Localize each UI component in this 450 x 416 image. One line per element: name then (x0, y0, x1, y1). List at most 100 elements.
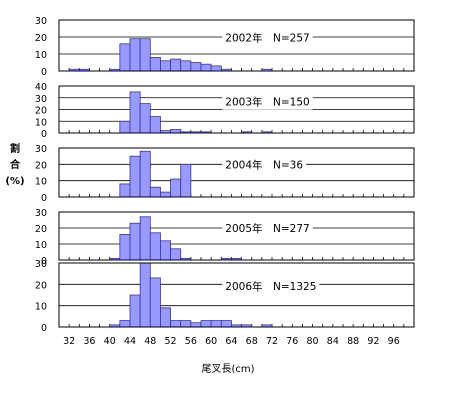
y-tick-label: 10 (35, 302, 47, 313)
y-tick-label: 10 (35, 117, 47, 128)
y-axis-title-char: 割 (10, 142, 20, 155)
panel-2: 0 10 20 30 2004年 N=36 (35, 144, 415, 204)
bar (129, 155, 141, 198)
bar (139, 150, 151, 198)
bar (200, 320, 212, 328)
panel-label: 2004年 N=36 (225, 159, 303, 172)
y-tick-label: 10 (35, 177, 47, 188)
bar (180, 163, 192, 198)
y-tick-label: 20 (35, 280, 47, 291)
bar (129, 91, 141, 134)
x-tick-label: 44 (124, 336, 136, 347)
bar (160, 240, 171, 261)
plot-frame (58, 262, 415, 328)
bar (210, 320, 222, 328)
bar (139, 262, 151, 328)
x-tick-label: 96 (388, 336, 400, 347)
bar (129, 294, 141, 328)
y-axis-title-char: 合 (9, 158, 21, 171)
y-tick-label: 0 (41, 256, 47, 267)
x-tick-label: 48 (144, 336, 156, 347)
bar (119, 43, 131, 72)
y-tick-label: 20 (35, 224, 47, 235)
panel-label: 2003年 N=150 (225, 96, 309, 109)
x-tick-label: 76 (286, 336, 298, 347)
bar (170, 320, 182, 328)
bar (149, 232, 161, 261)
bar (170, 129, 182, 134)
bar (129, 222, 141, 261)
bar (190, 62, 202, 72)
y-tick-label: 30 (35, 94, 47, 105)
bar (149, 277, 161, 328)
x-tick-label: 64 (225, 336, 237, 347)
plot-frame (58, 147, 415, 198)
bar (170, 58, 182, 72)
x-tick-label: 60 (205, 336, 217, 347)
y-tick-label: 10 (35, 50, 47, 61)
panel-label-bg (222, 222, 313, 237)
x-tick-label: 56 (185, 336, 197, 347)
bar (220, 320, 232, 328)
x-tick-label: 52 (165, 336, 177, 347)
panel-label: 2002年 N=257 (225, 31, 309, 44)
y-tick-label: 30 (35, 208, 47, 219)
panel-label: 2006年 N=1325 (225, 280, 316, 293)
panel-label: 2005年 N=277 (225, 222, 309, 235)
bar (129, 38, 141, 72)
bar (180, 320, 192, 328)
bar (190, 322, 202, 328)
y-axis-title-char: (%) (5, 176, 24, 187)
y-tick-label: 0 (41, 323, 47, 334)
bar (170, 248, 182, 261)
panel-4: 0 10 20 30 2006年 N=1325 (35, 259, 415, 334)
y-tick-label: 0 (41, 129, 47, 140)
x-tick-label: 32 (63, 336, 75, 347)
bar (119, 320, 131, 328)
bar (170, 178, 182, 198)
bar (210, 65, 222, 72)
panel-label-bg (222, 31, 313, 46)
panel-0: 0 10 20 30 2002年 N=257 (35, 16, 415, 78)
bar (149, 116, 161, 134)
y-tick-label: 0 (41, 67, 47, 78)
x-axis-title: 尾叉長(cm) (201, 363, 254, 375)
x-tick-label: 68 (246, 336, 258, 347)
y-tick-label: 20 (35, 160, 47, 171)
bar (139, 216, 151, 261)
x-tick-label: 40 (104, 336, 116, 347)
plot-frame (58, 211, 415, 261)
y-tick-label: 30 (35, 144, 47, 155)
bar (160, 60, 171, 72)
x-tick-label: 72 (266, 336, 278, 347)
bar (149, 57, 161, 72)
bar (119, 183, 131, 198)
panel-label-bg (222, 95, 313, 110)
y-tick-label: 30 (35, 259, 47, 270)
plot-frame (58, 19, 415, 72)
bar (119, 120, 131, 134)
x-tick-label: 84 (327, 336, 339, 347)
y-tick-label: 40 (35, 82, 47, 93)
bar (139, 38, 151, 72)
x-tick-label: 36 (83, 336, 95, 347)
y-tick-label: 30 (35, 16, 47, 27)
y-tick-label: 20 (35, 106, 47, 117)
bar (180, 60, 192, 72)
y-tick-label: 0 (41, 193, 47, 204)
bar (160, 307, 171, 328)
x-tick-labels: 32 36 40 44 48 52 56 60 64 68 72 76 80 84 88 92 96 (63, 336, 400, 347)
x-tick-label: 80 (307, 336, 319, 347)
x-tick-label: 92 (367, 336, 379, 347)
bar (119, 233, 131, 261)
panel-3: 0 10 20 30 2005年 N=277 (35, 208, 415, 267)
panel-label-bg (222, 279, 320, 294)
y-axis-title: 割合 (%) (5, 142, 24, 187)
bar (149, 186, 161, 198)
panel-label-bg (222, 158, 307, 173)
plot-frame (58, 85, 415, 134)
bar (139, 103, 151, 134)
bar (160, 191, 171, 198)
